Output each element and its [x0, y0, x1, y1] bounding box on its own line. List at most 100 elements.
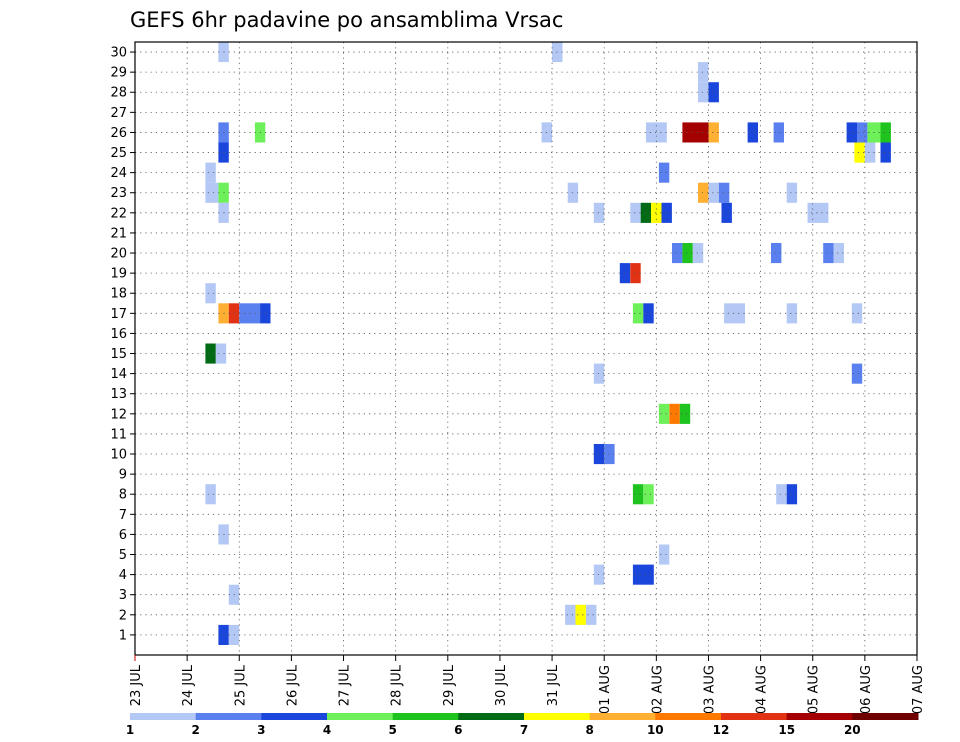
precip-cell-member-23 [708, 182, 719, 203]
colorbar-swatch [261, 713, 328, 720]
y-tick-label: 30 [110, 46, 127, 61]
colorbar-label: 5 [389, 723, 397, 737]
colorbar-swatch [786, 713, 853, 720]
x-axis: 23 JUL 24 JUL 25 JUL 26 JUL 27 JUL 28 JUL 29 J… [129, 655, 926, 714]
precip-cell-member-8 [632, 484, 644, 505]
x-tick-label: 24 JUL [181, 664, 196, 706]
precip-cell-member-22 [640, 202, 652, 223]
x-tick-label: 07 AUG [911, 665, 926, 714]
precip-cell-member-22 [661, 202, 672, 223]
colorbar-label: 12 [713, 723, 730, 737]
x-tick-label: 31 JUL [546, 664, 561, 706]
precip-cell-member-26 [708, 122, 719, 143]
y-tick-label: 11 [110, 427, 127, 442]
colorbar-label: 3 [257, 723, 265, 737]
colorbar-label: 8 [586, 723, 594, 737]
y-tick-label: 20 [110, 247, 127, 262]
y-tick-label: 21 [110, 226, 127, 241]
precip-cell-member-25 [880, 142, 891, 163]
precipitation-cells [205, 42, 891, 645]
colorbar-swatch [524, 713, 591, 720]
y-tick-label: 29 [110, 66, 127, 81]
colorbar-swatch [392, 713, 459, 720]
y-tick-label: 9 [119, 468, 127, 483]
colorbar-label: 10 [647, 723, 664, 737]
x-tick-label: 26 JUL [285, 664, 300, 706]
colorbar-label: 15 [778, 723, 795, 737]
colorbar-swatch [327, 713, 394, 720]
y-tick-label: 28 [110, 86, 127, 101]
colorbar-swatch [130, 713, 197, 720]
precip-cell-member-18 [205, 283, 216, 304]
colorbar-label: 4 [323, 723, 331, 737]
y-tick-label: 17 [110, 307, 127, 322]
x-tick-label: 25 JUL [233, 664, 248, 706]
precip-cell-member-20 [823, 243, 834, 264]
precip-cell-member-17 [786, 303, 798, 324]
precip-cell-member-15 [205, 343, 216, 364]
precip-cell-member-12 [669, 403, 680, 424]
colorbar-label: 1 [126, 723, 134, 737]
colorbar-swatch [195, 713, 262, 720]
precip-cell-member-20 [833, 243, 844, 264]
x-tick-label: 05 AUG [807, 665, 822, 714]
y-tick-label: 6 [119, 528, 127, 543]
y-tick-label: 13 [110, 387, 127, 402]
precip-cell-member-26 [846, 122, 857, 143]
precip-cell-member-2 [586, 604, 597, 625]
precip-cell-member-19 [630, 263, 641, 284]
precip-cell-member-26 [682, 122, 709, 143]
x-tick-label: 29 JUL [442, 664, 457, 706]
precip-cell-member-20 [771, 243, 782, 264]
y-tick-label: 23 [110, 186, 127, 201]
y-tick-label: 12 [110, 407, 127, 422]
precip-cell-member-26 [857, 122, 868, 143]
precip-cell-member-17 [851, 303, 863, 324]
precip-cell-member-5 [658, 544, 670, 565]
x-tick-label: 04 AUG [755, 665, 770, 714]
y-tick-label: 25 [110, 146, 127, 161]
precip-cell-member-23 [205, 182, 219, 203]
y-tick-label: 7 [119, 508, 127, 523]
y-axis: 1234567891011121314151617181920212223242… [110, 46, 135, 643]
precip-cell-member-23 [718, 182, 730, 203]
colorbar-swatch [655, 713, 722, 720]
colorbar-label: 7 [520, 723, 528, 737]
precip-cell-member-8 [643, 484, 654, 505]
y-tick-label: 22 [110, 206, 127, 221]
x-tick-label: 28 JUL [390, 664, 405, 706]
precip-cell-member-22 [651, 202, 662, 223]
colorbar-swatch [852, 713, 919, 720]
x-tick-label: 01 AUG [598, 665, 613, 714]
y-tick-label: 2 [119, 608, 127, 623]
y-tick-label: 15 [110, 347, 127, 362]
precip-cell-member-2 [565, 604, 576, 625]
grid-lines [135, 42, 917, 655]
precip-cell-member-24 [205, 162, 216, 183]
precip-cell-member-15 [215, 343, 227, 364]
y-tick-label: 26 [110, 126, 127, 141]
precip-cell-member-23 [698, 182, 709, 203]
y-tick-label: 14 [110, 367, 127, 382]
precip-cell-member-20 [672, 243, 683, 264]
colorbar-label: 6 [454, 723, 462, 737]
y-tick-label: 8 [119, 488, 127, 503]
precip-cell-member-12 [679, 403, 691, 424]
precip-cell-member-26 [880, 122, 891, 143]
precip-cell-member-17 [724, 303, 745, 324]
chart-title: GEFS 6hr padavine po ansamblima Vrsac [130, 8, 563, 32]
precip-cell-member-28 [698, 82, 709, 103]
precip-cell-member-24 [658, 162, 670, 183]
precip-cell-member-8 [205, 484, 216, 505]
precip-cell-member-20 [682, 243, 693, 264]
x-tick-label: 23 JUL [129, 664, 144, 706]
y-tick-label: 19 [110, 267, 127, 282]
y-tick-label: 10 [110, 448, 127, 463]
y-tick-label: 16 [110, 327, 127, 342]
y-tick-label: 5 [119, 548, 127, 563]
precip-cell-member-28 [708, 82, 719, 103]
precip-cell-member-20 [692, 243, 704, 264]
precip-cell-member-8 [786, 484, 798, 505]
y-tick-label: 1 [119, 628, 127, 643]
